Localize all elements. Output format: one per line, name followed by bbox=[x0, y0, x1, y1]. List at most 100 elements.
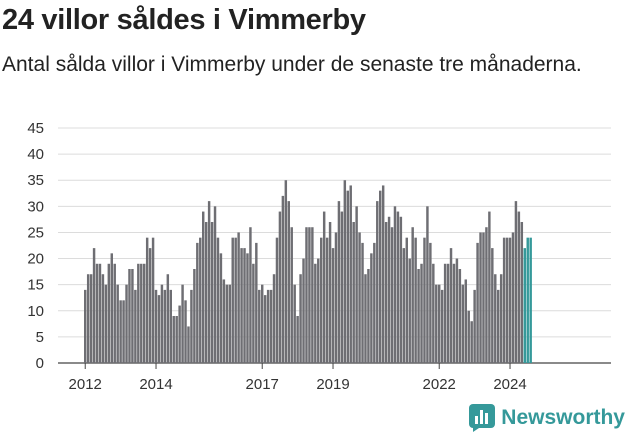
bar bbox=[243, 248, 246, 363]
y-tick-label: 10 bbox=[27, 303, 44, 320]
y-tick-label: 0 bbox=[36, 355, 44, 372]
bar bbox=[470, 321, 473, 363]
last-value-label: 24 bbox=[563, 110, 583, 114]
bar bbox=[261, 284, 264, 363]
bar bbox=[511, 232, 515, 363]
x-tick-label: 2014 bbox=[139, 376, 172, 393]
bar bbox=[334, 232, 338, 363]
bar bbox=[393, 206, 397, 363]
bar bbox=[258, 289, 261, 363]
bar bbox=[426, 206, 429, 363]
bar bbox=[86, 274, 90, 363]
bar bbox=[370, 253, 373, 363]
bar bbox=[290, 227, 293, 363]
bar bbox=[461, 284, 465, 363]
bar bbox=[411, 227, 414, 363]
bar bbox=[396, 211, 400, 363]
bar bbox=[464, 279, 467, 363]
bar bbox=[302, 258, 305, 363]
bar bbox=[367, 269, 370, 363]
bar bbox=[255, 242, 258, 363]
bar bbox=[508, 237, 512, 363]
x-tick-label: 2017 bbox=[246, 376, 279, 393]
bar bbox=[379, 190, 382, 363]
bar bbox=[266, 289, 270, 363]
bar bbox=[237, 232, 240, 363]
bar bbox=[497, 289, 500, 363]
bar bbox=[166, 274, 170, 363]
bar bbox=[429, 242, 432, 363]
bar bbox=[364, 274, 367, 363]
bar bbox=[390, 227, 394, 363]
bar bbox=[311, 227, 314, 363]
bar bbox=[225, 284, 229, 363]
bar bbox=[408, 258, 411, 363]
bar bbox=[520, 222, 524, 363]
bar bbox=[414, 237, 417, 363]
bar bbox=[361, 242, 364, 363]
bar bbox=[240, 248, 243, 363]
brand-name: Newsworthy bbox=[501, 406, 625, 429]
bar bbox=[314, 263, 317, 363]
chart-subtitle: Antal sålda villor i Vimmerby under de s… bbox=[2, 53, 582, 76]
bar bbox=[148, 248, 152, 363]
bar bbox=[488, 211, 491, 363]
bar bbox=[101, 274, 105, 363]
bar bbox=[346, 190, 349, 363]
bar bbox=[479, 232, 482, 363]
bar bbox=[190, 289, 193, 363]
bar bbox=[349, 185, 352, 363]
bar bbox=[458, 269, 462, 363]
bar bbox=[210, 222, 214, 363]
bar bbox=[140, 263, 143, 363]
bar bbox=[402, 248, 406, 363]
bar bbox=[467, 310, 470, 363]
bar bbox=[184, 300, 187, 363]
bar bbox=[128, 269, 131, 363]
bar bbox=[187, 326, 190, 363]
bar bbox=[246, 253, 249, 363]
bar bbox=[199, 237, 202, 363]
bar bbox=[98, 263, 102, 363]
bar bbox=[92, 248, 96, 363]
bar bbox=[305, 227, 308, 363]
bar bbox=[352, 222, 355, 363]
bar bbox=[269, 289, 273, 363]
bar bbox=[178, 305, 181, 363]
bar bbox=[384, 222, 388, 363]
bar bbox=[169, 289, 172, 363]
bar bbox=[143, 263, 146, 363]
bar bbox=[104, 284, 108, 363]
bar bbox=[110, 253, 113, 363]
bar bbox=[308, 227, 311, 363]
y-tick-label: 20 bbox=[27, 251, 44, 268]
bar bbox=[113, 263, 116, 363]
bar bbox=[432, 263, 435, 363]
bar bbox=[482, 232, 485, 363]
bar bbox=[502, 237, 506, 363]
bar bbox=[231, 237, 234, 363]
bar bbox=[526, 237, 529, 363]
bar bbox=[523, 248, 526, 363]
y-tick-label: 40 bbox=[27, 146, 44, 163]
bar bbox=[299, 274, 302, 363]
bar bbox=[417, 269, 420, 363]
bar bbox=[95, 263, 99, 363]
bar bbox=[328, 222, 332, 363]
bar bbox=[340, 211, 344, 363]
bar-chart-logo-icon bbox=[469, 404, 496, 432]
bar bbox=[387, 216, 391, 363]
bar bbox=[163, 289, 167, 363]
bar bbox=[202, 211, 205, 363]
bar bbox=[249, 227, 252, 363]
bar bbox=[423, 237, 426, 363]
bar bbox=[420, 263, 423, 363]
chart-title: 24 villor såldes i Vimmerby bbox=[2, 4, 366, 36]
newsworthy-logo: Newsworthy bbox=[469, 404, 625, 432]
bar bbox=[213, 206, 217, 363]
bar bbox=[381, 185, 385, 363]
bar bbox=[228, 284, 231, 363]
bar bbox=[281, 195, 285, 363]
bar bbox=[494, 274, 497, 363]
bar bbox=[193, 269, 196, 363]
